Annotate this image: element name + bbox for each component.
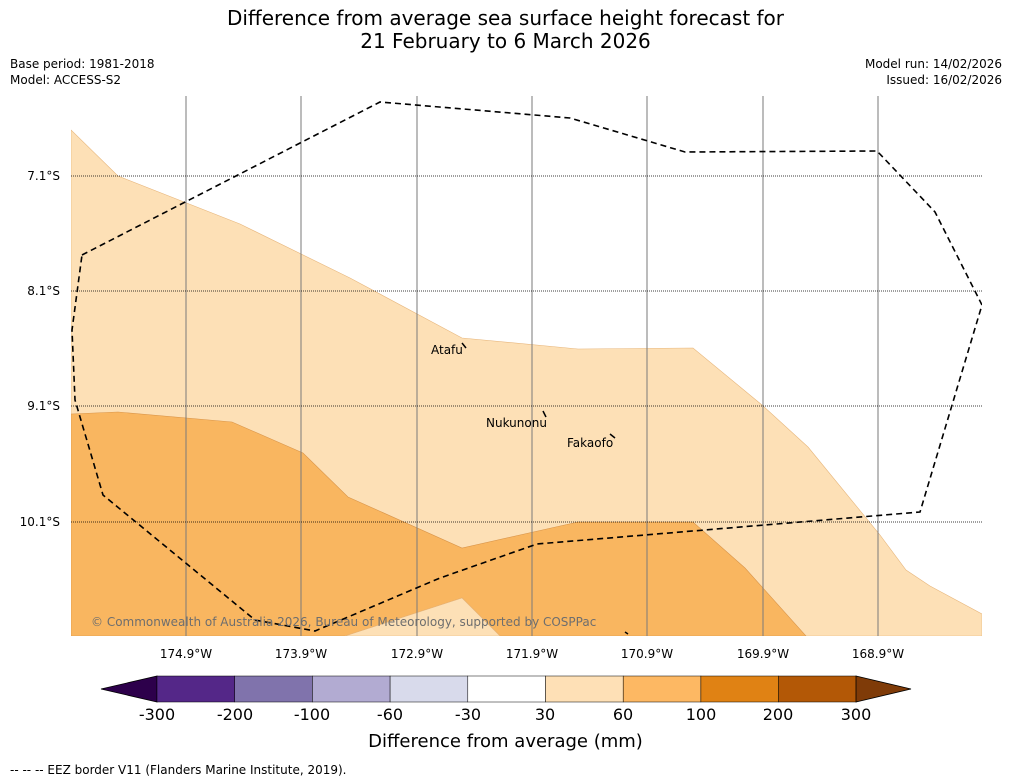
island-marker-south: [624, 631, 629, 635]
place-label-fakaofo: Fakaofo: [567, 436, 613, 450]
eez-border: [71, 101, 982, 632]
colorbar-tick-label: 100: [685, 705, 717, 724]
atafu-marker: [461, 342, 467, 349]
colorbar-tick-label: -300: [138, 705, 176, 724]
colorbar-tick-label: -200: [216, 705, 254, 724]
lon-label-168-9: 168.9°W: [851, 647, 905, 661]
colorbar-segment-2: [234, 675, 313, 703]
colorbar-segment-6: [545, 675, 624, 703]
meridian-grid: [185, 96, 879, 636]
place-label-nukunonu: Nukunonu: [486, 416, 547, 430]
lon-label-172-9: 172.9°W: [390, 647, 444, 661]
colorbar-segment-9: [778, 675, 857, 703]
colorbar-tick-label: 300: [840, 705, 872, 724]
colorbar-tick-label: -100: [293, 705, 331, 724]
lon-label-169-9: 169.9°W: [736, 647, 790, 661]
lon-label-170-9: 170.9°W: [620, 647, 674, 661]
issued-date: Issued: 16/02/2026: [886, 73, 1002, 87]
lat-label-8-1: 8.1°S: [27, 284, 60, 298]
lat-label-7-1: 7.1°S: [27, 169, 60, 183]
copyright-notice: © Commonwealth of Australia 2026, Bureau…: [91, 615, 596, 629]
colorbar-segment-7: [622, 675, 702, 703]
colorbar-segment-3: [312, 675, 391, 703]
model-run: Model run: 14/02/2026: [864, 57, 1002, 71]
nukunonu-marker: [542, 410, 547, 418]
colorbar-tick-label: 200: [762, 705, 794, 724]
colorbar-tick-label: -30: [454, 705, 482, 724]
colorbar-tick-label: 30: [534, 705, 556, 724]
fakaofo-marker: [609, 433, 616, 439]
chart-title-line2: 21 February to 6 March 2026: [360, 29, 651, 53]
model-name: Model: ACCESS-S2: [10, 73, 122, 87]
colorbar-segment-8: [700, 675, 779, 703]
lon-label-174-9: 174.9°W: [159, 647, 213, 661]
lat-label-9-1: 9.1°S: [27, 399, 60, 413]
base-period: Base period: 1981-2018: [10, 57, 155, 71]
colorbar-extend-low: [100, 675, 158, 703]
colorbar-segment-5: [467, 675, 546, 703]
colorbar-extend-high: [855, 675, 912, 703]
colorbar-tick-label: -60: [376, 705, 404, 724]
eez-legend-footer: -- -- -- EEZ border V11 (Flanders Marine…: [10, 763, 347, 777]
colorbar-segment-1: [156, 675, 235, 703]
chart-title-line1: Difference from average sea surface heig…: [226, 6, 785, 30]
colorbar-title: Difference from average (mm): [368, 731, 643, 752]
lon-label-173-9: 173.9°W: [274, 647, 328, 661]
place-label-atafu: Atafu: [431, 343, 463, 357]
colorbar-tick-label: 60: [612, 705, 634, 724]
colorbar-segment-4: [389, 675, 469, 703]
lon-label-171-9: 171.9°W: [505, 647, 559, 661]
colorbar: [100, 675, 912, 703]
anomaly-region-30-60-patch: [344, 597, 501, 636]
lat-label-10-1: 10.1°S: [19, 515, 60, 529]
